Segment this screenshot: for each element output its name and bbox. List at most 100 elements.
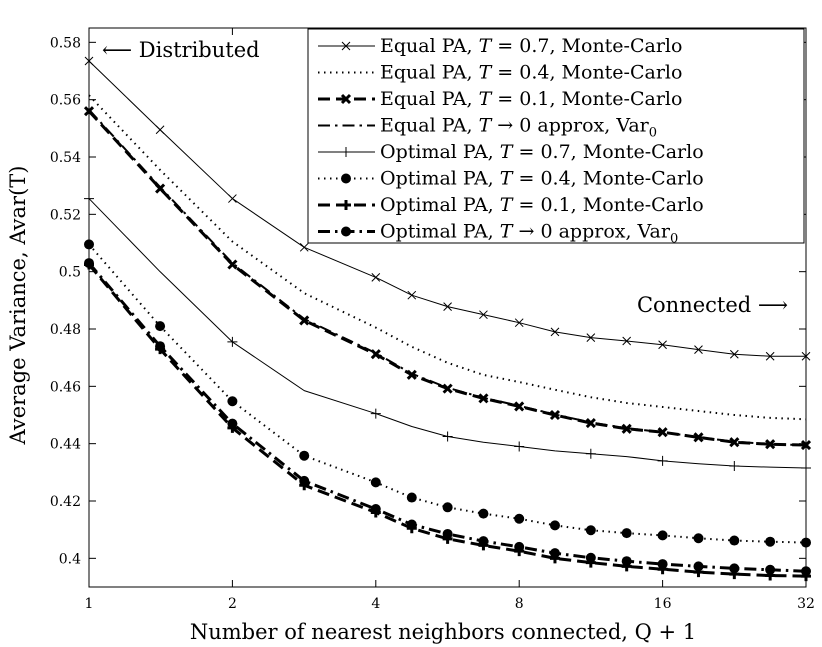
series-point [371, 273, 381, 282]
series-point [155, 321, 166, 332]
series-point [228, 194, 237, 203]
series-point [694, 345, 703, 354]
y-tick-label: 0.4 [59, 551, 81, 567]
legend-marker [340, 93, 352, 105]
legend-marker [341, 147, 351, 157]
legend-marker [341, 200, 351, 210]
series-point [442, 528, 453, 539]
y-tick-label: 0.54 [50, 150, 81, 166]
series-6 [84, 239, 811, 548]
series-1 [84, 56, 811, 361]
series-point [227, 336, 238, 347]
series-line [88, 243, 807, 544]
legend-label: Optimal PA, T = 0.1, Monte-Carlo [380, 194, 704, 216]
series-point [621, 556, 632, 567]
series-point [585, 448, 596, 459]
series-point [478, 536, 489, 547]
series-point [84, 258, 94, 269]
legend-entry: Optimal PA, T = 0.7, Monte-Carlo [318, 141, 704, 163]
series-point [801, 566, 811, 577]
series-4 [88, 109, 807, 447]
series-point [406, 492, 417, 503]
series-point [442, 431, 453, 442]
y-tick-label: 0.52 [50, 207, 81, 223]
series-point [657, 455, 668, 466]
series-point [155, 341, 166, 352]
series-point [801, 351, 811, 361]
series-point [479, 310, 488, 320]
series-point [621, 528, 632, 539]
legend-label: Equal PA, T = 0.7, Monte-Carlo [380, 35, 682, 57]
x-axis-label: Number of nearest neighbors connected, Q… [190, 620, 696, 644]
x-tick-label: 8 [515, 596, 524, 612]
series-point [801, 463, 811, 474]
series-point [407, 290, 417, 300]
legend: Equal PA, T = 0.7, Monte-Carlo Equal PA, … [307, 28, 805, 247]
legend-entry: Equal PA, T → 0 approx, Var0 [318, 115, 657, 141]
series-point [586, 333, 596, 342]
series-line [88, 109, 807, 447]
series-5 [84, 193, 811, 474]
series-point [155, 125, 165, 135]
series-8 [84, 258, 811, 577]
series-point [765, 564, 776, 575]
series-point [585, 417, 596, 429]
series-point [693, 533, 704, 544]
series-point [550, 327, 560, 337]
x-tick-label: 4 [371, 596, 380, 612]
legend-entry: Equal PA, T = 0.7, Monte-Carlo [318, 35, 682, 57]
series-line [88, 94, 807, 421]
legend-marker [341, 41, 351, 51]
annotation-distributed: ⟵ Distributed [102, 38, 260, 62]
legend-marker [341, 226, 351, 237]
series-point [443, 302, 452, 311]
series-point [84, 239, 94, 250]
series-point [227, 259, 238, 270]
legend-label: Equal PA, T → 0 approx, Var0 [380, 115, 657, 141]
y-tick-label: 0.5 [59, 265, 81, 281]
y-tick-label: 0.56 [50, 93, 81, 109]
series-point [84, 193, 94, 204]
series-point [514, 513, 525, 524]
series-point [622, 336, 632, 346]
series-point [657, 530, 668, 541]
series-point [693, 561, 704, 572]
series-point [299, 450, 310, 461]
series-point [549, 548, 560, 559]
series-point [227, 418, 238, 429]
series-point [478, 508, 489, 519]
series-point [514, 441, 525, 452]
legend-entry: Optimal PA, T = 0.4, Monte-Carlo [318, 168, 704, 190]
series-point [658, 340, 667, 350]
series-point [84, 56, 94, 66]
annotation-connected: Connected ⟶ [637, 293, 788, 317]
series-point [370, 504, 381, 515]
series-point [800, 440, 812, 451]
y-tick-label: 0.42 [50, 494, 81, 510]
series-point [729, 349, 739, 359]
series-point [442, 502, 453, 513]
legend-label: Equal PA, T = 0.4, Monte-Carlo [380, 62, 682, 84]
series-point [227, 396, 238, 407]
series-point [370, 408, 381, 419]
axis-ticks: 0.4 0.42 0.44 0.46 0.48 0.5 0.52 0.54 0.56 0.58 1 2… [50, 28, 815, 612]
series-point [549, 520, 560, 531]
series-point [801, 537, 811, 548]
x-tick-label: 1 [85, 596, 94, 612]
y-tick-label: 0.44 [50, 437, 81, 453]
series-point [657, 559, 668, 570]
legend-marker [341, 173, 351, 184]
legend-entry: Optimal PA, T = 0.1, Monte-Carlo [318, 194, 704, 216]
y-axis-label: Average Variance, Avar(T) [6, 166, 30, 446]
series-point [370, 477, 381, 488]
series-point [585, 552, 596, 563]
x-tick-label: 2 [228, 596, 237, 612]
x-tick-label: 32 [797, 596, 815, 612]
series-point [765, 351, 775, 361]
series-point [514, 541, 525, 552]
y-tick-label: 0.46 [50, 379, 81, 395]
plot-frame [88, 27, 807, 588]
series-point [729, 461, 740, 472]
series-point [299, 242, 309, 252]
